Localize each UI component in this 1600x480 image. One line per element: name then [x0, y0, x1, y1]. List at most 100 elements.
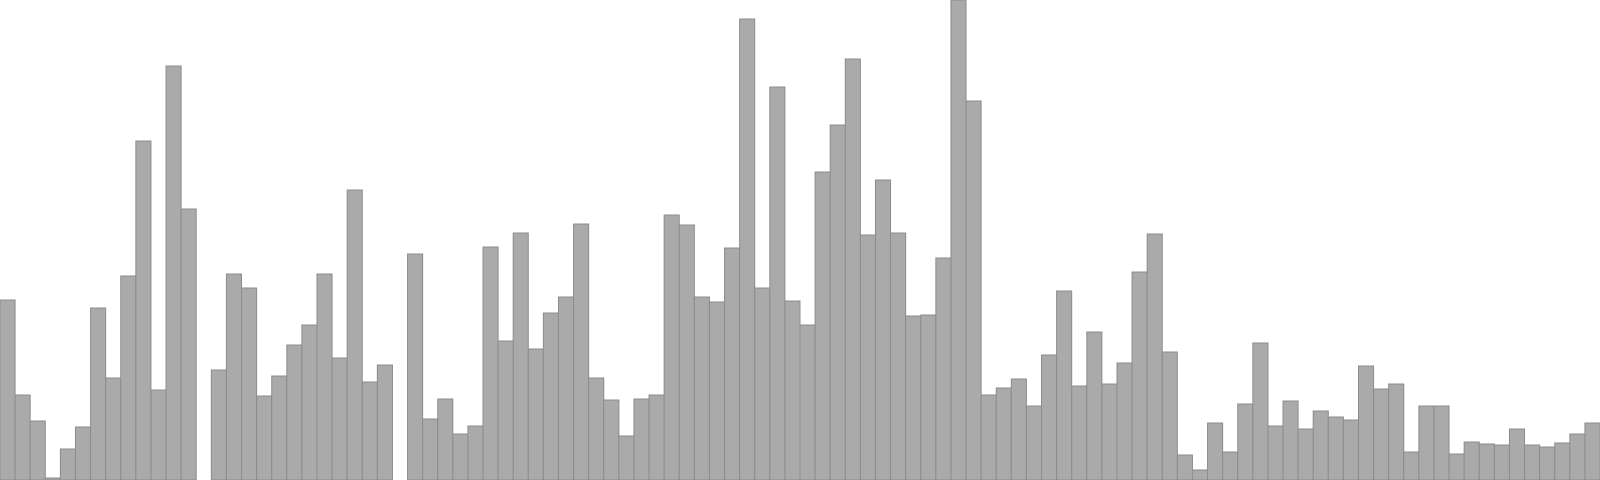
bar-30	[452, 433, 469, 480]
bar-64	[965, 100, 982, 480]
bar-72	[1086, 331, 1103, 480]
bar-88	[1327, 416, 1344, 480]
bar-8	[120, 275, 137, 480]
bar-103	[1554, 442, 1571, 480]
bar-46	[693, 296, 710, 480]
bar-16	[241, 287, 258, 480]
bar-58	[874, 179, 892, 480]
bar-9	[135, 140, 152, 480]
bar-90	[1357, 365, 1375, 480]
bar-23	[346, 189, 363, 480]
bar-75	[1131, 271, 1148, 480]
bar-48	[724, 247, 741, 480]
bar-12	[180, 208, 197, 480]
bar-37	[557, 296, 575, 480]
bar-22	[331, 357, 348, 480]
bar-82	[1237, 403, 1254, 480]
bar-57	[859, 234, 876, 480]
bar-17	[256, 395, 273, 480]
bar-87	[1312, 410, 1329, 480]
bar-10	[150, 389, 167, 480]
bar-60	[905, 315, 922, 480]
bar-4	[59, 448, 76, 480]
bar-41	[618, 435, 635, 480]
bar-81	[1222, 451, 1239, 480]
bar-55	[829, 124, 846, 480]
bar-73	[1101, 383, 1118, 480]
bar-99	[1493, 444, 1510, 480]
bar-27	[407, 253, 424, 480]
bar-78	[1176, 454, 1193, 480]
bar-14	[210, 369, 227, 480]
bar-102	[1539, 446, 1556, 480]
bar-95	[1433, 405, 1450, 480]
bar-7	[105, 377, 122, 480]
bar-28	[422, 418, 439, 480]
bar-67	[1010, 378, 1027, 480]
bar-1	[14, 394, 31, 480]
bar-61	[920, 314, 937, 480]
bar-24	[361, 381, 378, 480]
bar-36	[542, 312, 559, 480]
bar-83	[1252, 342, 1269, 480]
bar-65	[980, 394, 997, 480]
bar-40	[603, 399, 620, 480]
bar-25	[376, 364, 393, 480]
bar-51	[769, 86, 786, 480]
bar-70	[1056, 290, 1073, 480]
bar-42	[633, 398, 650, 480]
bar-105	[1584, 422, 1600, 480]
bar-31	[467, 425, 484, 480]
bar-56	[844, 58, 861, 480]
bar-54	[814, 171, 831, 480]
bar-33	[497, 340, 514, 480]
bar-18	[271, 375, 288, 480]
bar-20	[301, 324, 318, 480]
bar-96	[1448, 453, 1465, 480]
bar-5	[74, 426, 92, 480]
bar-77	[1161, 351, 1178, 480]
bar-0	[0, 299, 16, 480]
bar-69	[1041, 354, 1058, 480]
bar-98	[1478, 443, 1495, 480]
bar-53	[799, 324, 816, 480]
bar-35	[527, 348, 544, 480]
bar-44	[663, 214, 680, 480]
bar-79	[1191, 469, 1209, 480]
bar-59	[890, 232, 907, 480]
bar-101	[1524, 444, 1541, 480]
bar-94	[1418, 405, 1435, 480]
bar-68	[1025, 405, 1043, 480]
bar-11	[165, 65, 182, 480]
bar-104	[1569, 433, 1586, 480]
bar-50	[754, 287, 771, 480]
bar-29	[437, 398, 454, 480]
bar-80	[1207, 422, 1224, 480]
bar-63	[950, 0, 967, 480]
bar-47	[708, 301, 726, 480]
bar-86	[1297, 428, 1314, 480]
bar-85	[1282, 400, 1299, 480]
bar-49	[739, 18, 756, 480]
bar-34	[512, 232, 529, 480]
bar-32	[482, 246, 499, 480]
bar-84	[1267, 425, 1284, 480]
bar-2	[29, 420, 46, 480]
bar-38	[573, 223, 590, 480]
bar-92	[1388, 383, 1405, 480]
bar-6	[90, 307, 107, 480]
bar-71	[1071, 385, 1088, 480]
bar-43	[648, 394, 665, 480]
bar-76	[1146, 233, 1163, 480]
bar-93	[1403, 451, 1420, 480]
bar-45	[678, 224, 695, 480]
bar-39	[588, 377, 605, 480]
bar-97	[1463, 441, 1480, 480]
bar-89	[1342, 419, 1359, 480]
bar-15	[225, 273, 243, 480]
bar-62	[935, 257, 952, 480]
bar-52	[784, 300, 801, 480]
bar-91	[1373, 388, 1390, 480]
